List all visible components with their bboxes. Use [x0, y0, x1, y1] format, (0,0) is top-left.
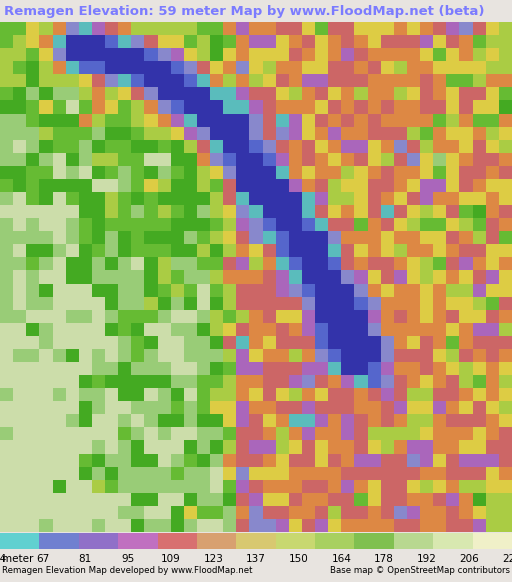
Bar — [0, 533, 39, 549]
Bar — [197, 533, 237, 549]
Text: 137: 137 — [246, 554, 266, 564]
Text: meter: meter — [2, 554, 33, 564]
Bar — [473, 533, 512, 549]
Text: 67: 67 — [36, 554, 49, 564]
Text: 220: 220 — [502, 554, 512, 564]
Bar — [354, 533, 394, 549]
Text: 95: 95 — [121, 554, 135, 564]
Text: Remagen Elevation Map developed by www.FloodMap.net: Remagen Elevation Map developed by www.F… — [2, 566, 252, 575]
Text: 164: 164 — [331, 554, 351, 564]
Text: Base map © OpenStreetMap contributors: Base map © OpenStreetMap contributors — [330, 566, 510, 575]
Text: 206: 206 — [459, 554, 479, 564]
Bar — [394, 533, 433, 549]
Text: 123: 123 — [203, 554, 223, 564]
Bar — [237, 533, 275, 549]
Bar — [158, 533, 197, 549]
Text: 178: 178 — [374, 554, 394, 564]
Bar — [275, 533, 315, 549]
Bar — [39, 533, 79, 549]
Text: 109: 109 — [161, 554, 181, 564]
Bar — [433, 533, 473, 549]
Text: 54: 54 — [0, 554, 7, 564]
Text: Remagen Elevation: 59 meter Map by www.FloodMap.net (beta): Remagen Elevation: 59 meter Map by www.F… — [4, 5, 484, 17]
Bar — [118, 533, 158, 549]
Text: 192: 192 — [417, 554, 437, 564]
Bar — [315, 533, 354, 549]
Text: 81: 81 — [79, 554, 92, 564]
Text: 150: 150 — [289, 554, 309, 564]
Bar — [79, 533, 118, 549]
